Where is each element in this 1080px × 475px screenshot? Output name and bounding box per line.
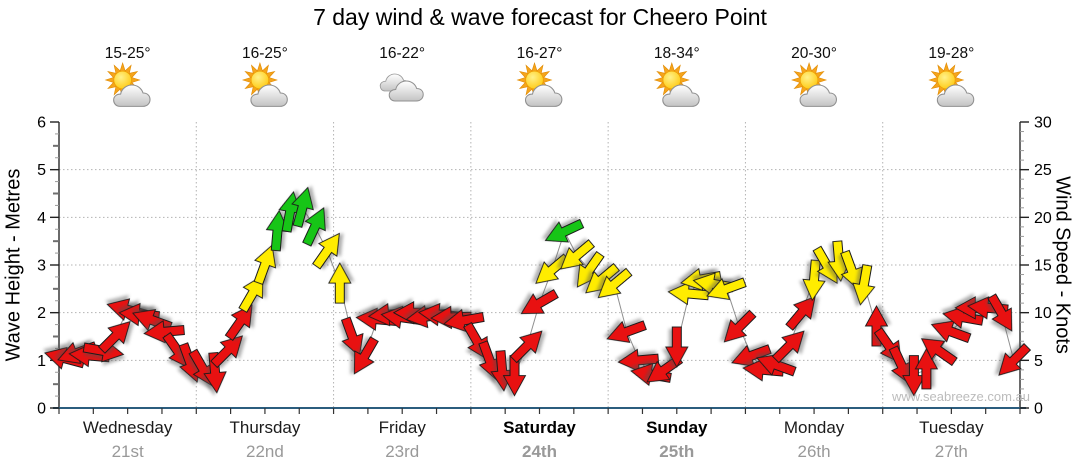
- wind-arrow: [785, 295, 816, 331]
- day-date-label: 26th: [798, 442, 831, 461]
- wind-arrow: [888, 345, 913, 385]
- wind-arrow: [597, 267, 633, 299]
- day-date-label: 23rd: [385, 442, 419, 461]
- clouds-icon: [379, 73, 424, 102]
- left-tick-label: 4: [37, 210, 46, 227]
- left-tick-label: 3: [37, 258, 46, 275]
- left-axis-label: Wave Height - Metres: [2, 168, 25, 362]
- day-name-label: Wednesday: [83, 418, 173, 437]
- day-date-label: 24th: [522, 442, 557, 461]
- wind-arrow: [606, 320, 647, 343]
- temperature-range-label: 16-27°: [517, 45, 563, 62]
- wind-arrow: [902, 355, 926, 397]
- wind-arrow: [771, 330, 805, 364]
- wind-arrow: [987, 293, 1013, 332]
- left-tick-label: 1: [37, 353, 46, 370]
- wind-arrow: [535, 253, 571, 284]
- wind-arrow: [706, 277, 747, 301]
- day-name-label: Friday: [379, 418, 427, 437]
- day-name-label: Monday: [784, 418, 845, 437]
- temperature-range-label: 20-30°: [791, 45, 837, 62]
- wind-arrow: [291, 186, 314, 228]
- day-date-label: 21st: [112, 442, 144, 461]
- wind-arrow: [665, 326, 689, 368]
- day-name-label: Tuesday: [919, 418, 984, 437]
- wind-arrow: [253, 244, 277, 285]
- wind-arrow: [966, 296, 1009, 320]
- right-tick-label: 20: [1034, 210, 1052, 227]
- wind-arrow: [312, 232, 340, 270]
- sun-cloud-icon: [104, 62, 151, 107]
- watermark: www.seabreeze.com.au: [892, 389, 1031, 404]
- wind-arrow: [502, 355, 527, 397]
- left-tick-label: 0: [37, 401, 46, 418]
- temperature-range-label: 19-28°: [928, 45, 974, 62]
- sun-cloud-icon: [653, 62, 700, 107]
- right-tick-label: 5: [1034, 353, 1043, 370]
- wind-arrow: [560, 239, 595, 270]
- right-tick-label: 0: [1034, 401, 1043, 418]
- wind-arrow: [840, 249, 863, 291]
- wind-arrow: [442, 308, 485, 332]
- day-name-label: Sunday: [646, 418, 708, 437]
- wind-arrow: [302, 207, 326, 247]
- wind-arrow: [544, 218, 585, 243]
- temperature-range-label: 18-34°: [654, 45, 700, 62]
- wind-arrow: [509, 330, 543, 364]
- day-name-label: Saturday: [503, 418, 576, 437]
- temperature-range-label: 16-22°: [379, 45, 425, 62]
- sun-cloud-icon: [516, 62, 563, 107]
- left-tick-label: 2: [37, 305, 46, 322]
- left-tick-label: 6: [37, 115, 46, 132]
- day-date-label: 25th: [659, 442, 694, 461]
- wind-arrow: [520, 289, 559, 315]
- wind-arrow: [802, 259, 826, 302]
- wind-arrow: [97, 320, 131, 354]
- wind-arrow: [723, 309, 757, 343]
- right-tick-label: 25: [1034, 162, 1052, 179]
- wind-arrow: [998, 343, 1032, 376]
- right-axis-label: Wind Speed - Knots: [1051, 176, 1074, 354]
- right-tick-label: 15: [1034, 258, 1052, 275]
- wind-arrow: [755, 353, 797, 377]
- day-name-label: Thursday: [229, 418, 300, 437]
- sun-cloud-icon: [241, 62, 288, 107]
- day-date-label: 22nd: [246, 442, 284, 461]
- wind-arrow: [238, 274, 264, 313]
- wind-arrow: [328, 262, 352, 304]
- wind-arrow: [617, 348, 660, 373]
- temperature-range-label: 15-25°: [105, 45, 151, 62]
- page-title: 7 day wind & wave forecast for Cheero Po…: [313, 4, 767, 30]
- wind-arrow: [478, 340, 501, 381]
- temperature-range-label: 16-25°: [242, 45, 288, 62]
- wind-arrow: [852, 264, 876, 306]
- right-tick-label: 10: [1034, 305, 1052, 322]
- wind-arrow: [920, 338, 958, 367]
- wind-arrow: [731, 344, 772, 367]
- wind-arrow: [930, 320, 972, 344]
- sun-cloud-icon: [791, 62, 837, 107]
- right-tick-label: 30: [1034, 115, 1052, 132]
- wind-arrow: [340, 316, 364, 358]
- day-date-label: 27th: [935, 442, 968, 461]
- wind-arrow: [203, 351, 227, 394]
- sun-cloud-icon: [928, 62, 975, 107]
- left-tick-label: 5: [37, 162, 46, 179]
- wind-arrow: [942, 305, 984, 329]
- wind-arrow: [210, 335, 244, 369]
- wind-arrow: [224, 304, 253, 341]
- wind-arrow: [353, 336, 379, 375]
